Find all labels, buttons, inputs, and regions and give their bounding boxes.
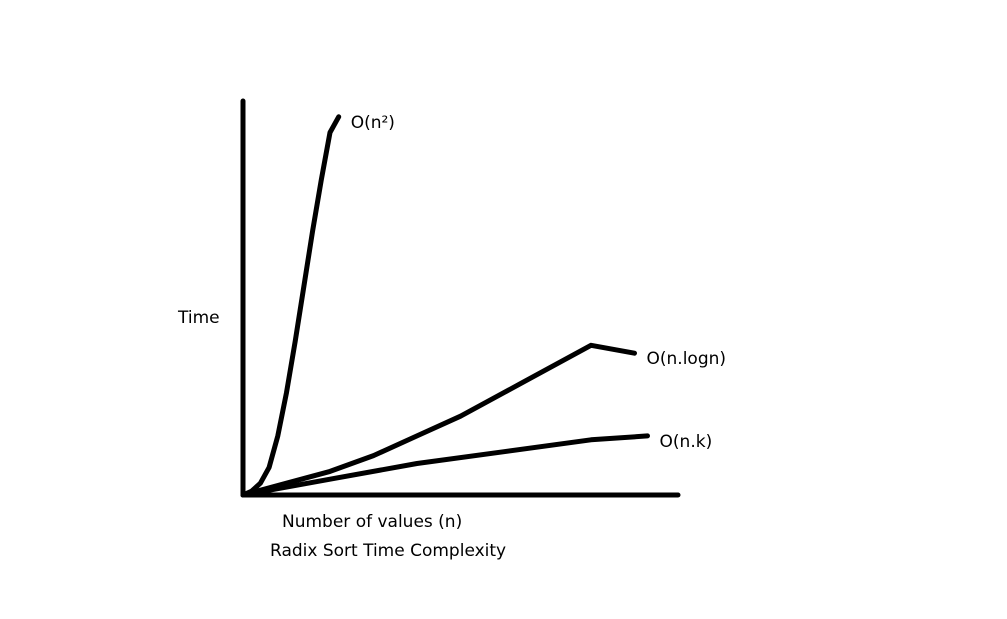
series-label-o-n: O(n²) [351,113,395,133]
series-label-o-n-k: O(n.k) [660,432,713,452]
series-line-o-n [240,114,342,498]
y-axis-label: Time [177,308,220,328]
x-axis-label: Number of values (n) [282,512,462,532]
chart-title: Radix Sort Time Complexity [270,541,506,561]
series-line-o-n-logn [240,342,637,498]
series-layer [240,114,650,498]
series-label-o-n-logn: O(n.logn) [647,349,727,369]
series-line-o-n-k [240,433,650,498]
series-labels: O(n²) O(n.logn) O(n.k) [351,113,726,452]
